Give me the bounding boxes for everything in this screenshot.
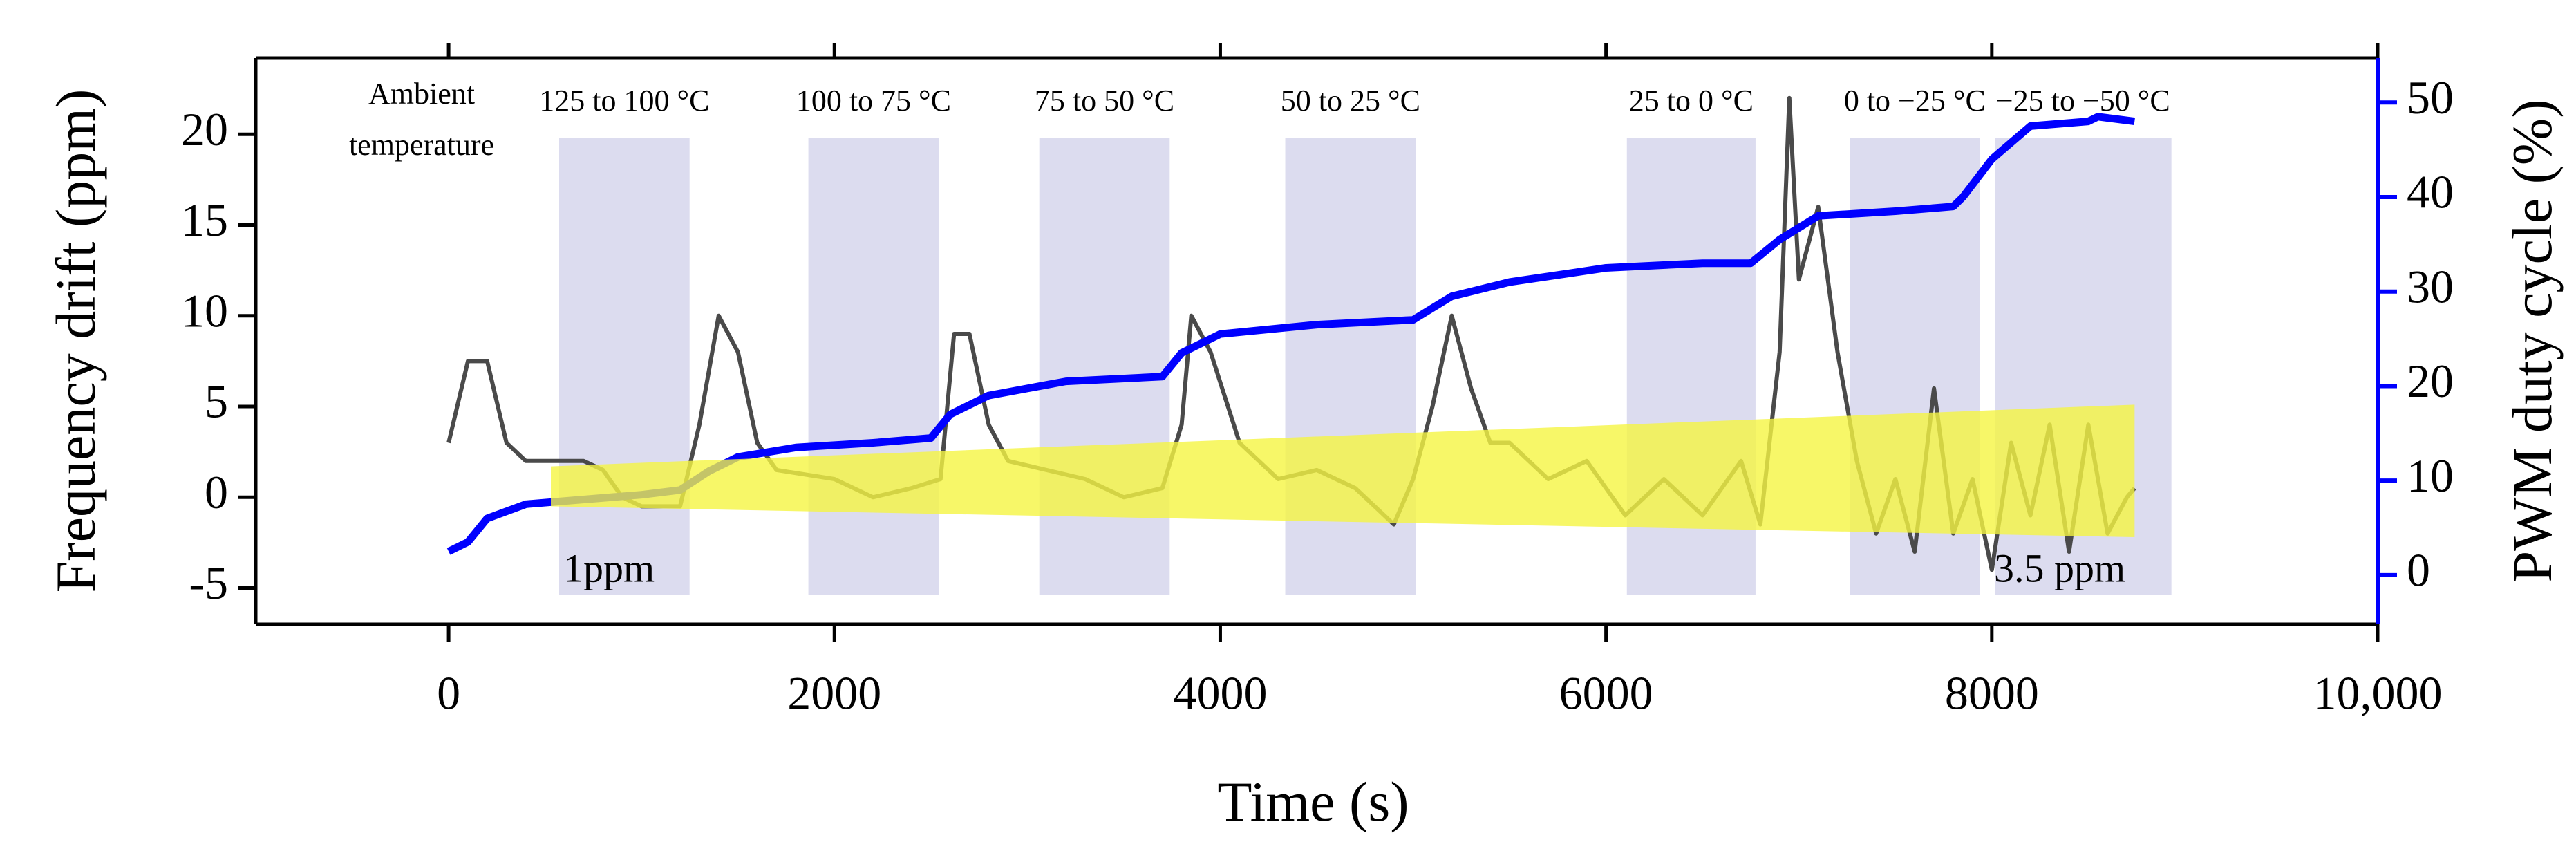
region-label: 25 to 0 °C	[1629, 84, 1754, 118]
y2-tick-label: 40	[2407, 166, 2454, 218]
annotation: 3.5 ppm	[1994, 545, 2125, 590]
annotation: 1ppm	[563, 545, 655, 590]
region-label: −25 to −50 °C	[1996, 84, 2170, 118]
y2-tick-label: 50	[2407, 71, 2454, 124]
x-tick-label: 0	[437, 667, 460, 720]
y-tick-label: 0	[205, 466, 228, 518]
x-tick-label: 2000	[787, 667, 881, 720]
y2-tick-label: 0	[2407, 544, 2430, 597]
temperature-region	[808, 138, 939, 595]
x-tick-label: 6000	[1559, 667, 1653, 720]
region-label: 125 to 100 °C	[539, 84, 709, 118]
y-tick-label: 20	[181, 103, 228, 156]
temperature-region	[1285, 138, 1416, 595]
x-tick-label: 4000	[1173, 667, 1267, 720]
temperature-region	[1039, 138, 1170, 595]
region-label: 50 to 25 °C	[1281, 84, 1420, 118]
x-tick-label: 10,000	[2313, 667, 2443, 720]
y-tick-label: 10	[181, 284, 228, 337]
ambient-label: temperature	[349, 128, 494, 162]
temperature-region	[559, 138, 690, 595]
y2-axis-title: PWM duty cycle (%)	[2501, 99, 2564, 582]
error-envelope	[551, 404, 2135, 537]
x-axis-title: Time (s)	[1217, 770, 1409, 833]
region-label: 75 to 50 °C	[1035, 84, 1174, 118]
ambient-label: Ambient	[368, 77, 475, 111]
y-tick-label: 15	[181, 194, 228, 246]
y-tick-label: -5	[189, 557, 228, 609]
y2-tick-label: 10	[2407, 449, 2454, 502]
y-tick-label: 5	[205, 375, 228, 428]
y2-tick-label: 30	[2407, 260, 2454, 312]
region-label: 100 to 75 °C	[796, 84, 951, 118]
y2-tick-label: 20	[2407, 355, 2454, 407]
y-axis-title: Frequency drift (ppm)	[44, 89, 107, 593]
x-tick-label: 8000	[1945, 667, 2039, 720]
region-label: 0 to −25 °C	[1844, 84, 1986, 118]
